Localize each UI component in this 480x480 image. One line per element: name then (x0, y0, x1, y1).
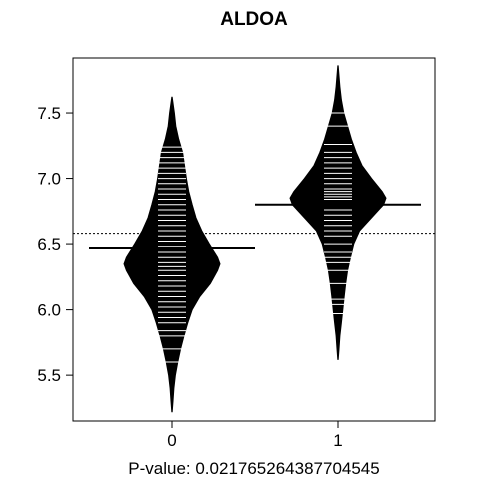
x-tick-label-0: 0 (167, 431, 176, 450)
x-axis-label: P-value: 0.021765264387704545 (128, 459, 379, 478)
bean-1 (255, 65, 421, 360)
y-tick-label-2: 6.5 (37, 235, 61, 254)
y-tick-label-3: 7.0 (37, 170, 61, 189)
y-tick-label-1: 6.0 (37, 301, 61, 320)
y-tick-label-4: 7.5 (37, 104, 61, 123)
chart-title: ALDOA (220, 9, 288, 30)
y-axis: 5.5 6.0 6.5 7.0 7.5 (37, 104, 73, 385)
bean-density-1 (289, 65, 387, 360)
y-tick-label-0: 5.5 (37, 366, 61, 385)
bean-density-0 (123, 96, 221, 413)
bean-0 (89, 96, 255, 413)
beans-layer (89, 65, 421, 413)
plot-frame (72, 57, 436, 422)
x-tick-label-1: 1 (333, 431, 342, 450)
